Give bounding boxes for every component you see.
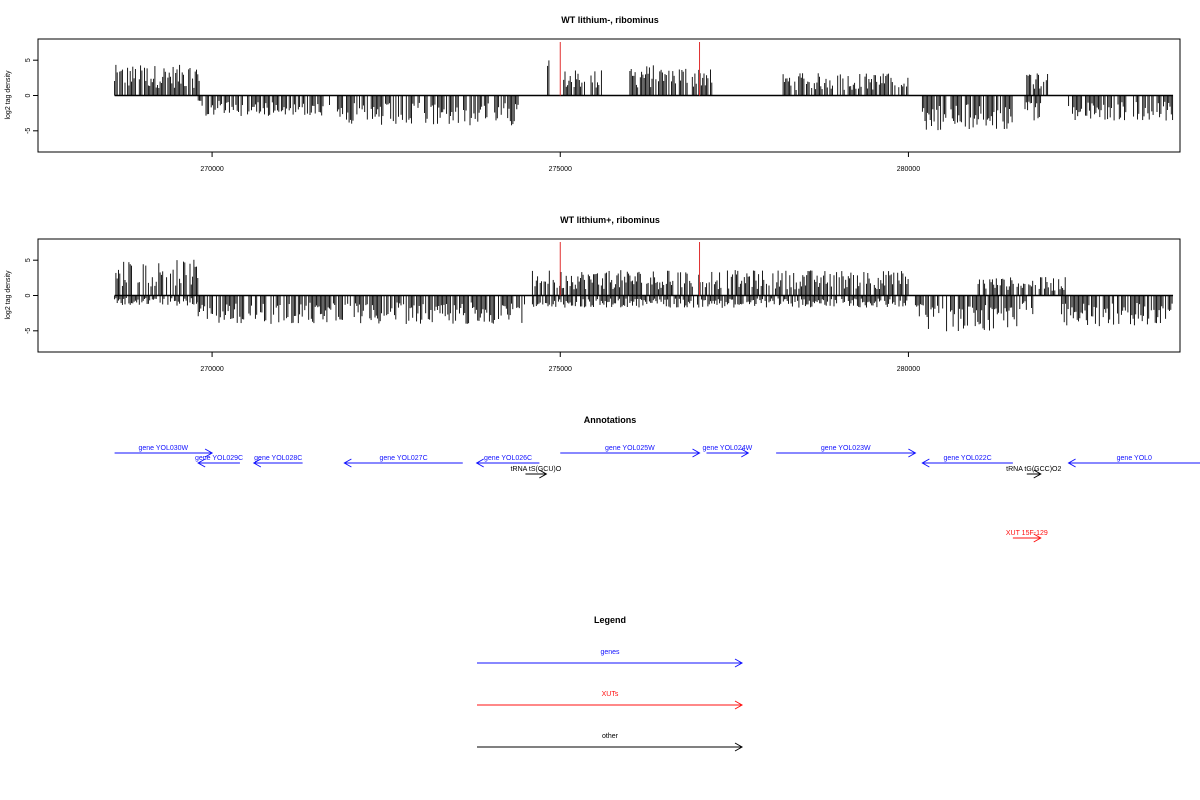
x-tick-label: 280000 xyxy=(897,166,920,173)
feature-arrowhead xyxy=(908,448,917,458)
legend-label: other xyxy=(602,733,619,740)
feature-arrowhead xyxy=(197,458,206,468)
feature-10: tRNA tS(GCU)O xyxy=(511,466,562,479)
feature-6: gene YOL024W xyxy=(703,445,753,458)
bar-series xyxy=(114,60,1174,131)
panel-title: WT lithium+, ribominus xyxy=(560,215,660,225)
feature-label: gene YOL022C xyxy=(944,455,992,462)
feature-label: gene YOL026C xyxy=(484,455,532,462)
feature-arrowhead xyxy=(1033,469,1042,479)
feature-label: gene YOL030W xyxy=(138,445,188,452)
y-tick-label: -5 xyxy=(25,328,32,334)
feature-label: gene YOL023W xyxy=(821,445,871,452)
feature-arrowhead xyxy=(921,458,930,468)
feature-list: gene YOL030W gene YOL029C gene YOL028C gene… xyxy=(114,445,1200,543)
feature-5: gene YOL025W xyxy=(560,445,701,458)
reference-lines xyxy=(559,242,701,296)
legend-arrowhead xyxy=(734,700,744,710)
legend-arrowhead xyxy=(734,658,744,668)
feature-11: tRNA tG(GCC)O2 xyxy=(1006,466,1061,479)
x-tick-label: 280000 xyxy=(897,366,920,373)
feature-arrowhead xyxy=(692,448,701,458)
panel-title: WT lithium-, ribominus xyxy=(561,15,659,25)
feature-label: XUT 15F-129 xyxy=(1006,530,1048,537)
y-axis: -5 0 5 xyxy=(25,58,38,134)
feature-2: gene YOL028C xyxy=(252,455,303,468)
x-tick-label: 270000 xyxy=(200,166,223,173)
tag-density-panel-lithium-minus: WT lithium-, ribominus log2 tag density … xyxy=(5,15,1181,173)
feature-arrowhead xyxy=(252,458,262,468)
x-tick-label: 275000 xyxy=(549,166,572,173)
feature-label: gene YOL0 xyxy=(1117,455,1152,462)
y-tick-label: 5 xyxy=(25,58,32,62)
feature-arrowhead xyxy=(475,458,484,468)
y-tick-label: 5 xyxy=(25,258,32,262)
legend-item-genes: genes xyxy=(477,649,744,668)
feature-label: gene YOL028C xyxy=(254,455,302,462)
y-tick-label: 0 xyxy=(25,93,32,97)
feature-8: gene YOL022C xyxy=(921,455,1013,468)
x-tick-label: 270000 xyxy=(200,366,223,373)
y-axis-label: log2 tag density xyxy=(5,70,12,120)
x-axis: 270000 275000 280000 xyxy=(200,152,920,173)
x-tick-label: 275000 xyxy=(549,366,572,373)
legend-item-other: other xyxy=(477,733,744,752)
feature-4: gene YOL026C xyxy=(475,455,540,468)
feature-1: gene YOL029C xyxy=(195,455,243,468)
legend-arrowhead xyxy=(734,742,744,752)
feature-label: tRNA tG(GCC)O2 xyxy=(1006,466,1061,473)
legend-label: genes xyxy=(600,649,620,656)
feature-3: gene YOL027C xyxy=(343,455,463,468)
feature-arrowhead xyxy=(1033,533,1042,543)
feature-label: gene YOL025W xyxy=(605,445,655,452)
feature-label: tRNA tS(GCU)O xyxy=(511,466,562,473)
y-axis-label: log2 tag density xyxy=(5,270,12,320)
legend-items: genes XUTs other xyxy=(477,649,744,752)
feature-arrowhead xyxy=(204,448,214,458)
legend: Legend genes XUTs other xyxy=(477,615,744,752)
feature-9: gene YOL0 xyxy=(1067,455,1200,468)
feature-arrowhead xyxy=(539,469,548,479)
tag-density-panel-lithium-plus: WT lithium+, ribominus log2 tag density … xyxy=(5,215,1181,373)
annotations-title: Annotations xyxy=(584,415,637,425)
y-tick-label: -5 xyxy=(25,128,32,134)
legend-title: Legend xyxy=(594,615,626,625)
feature-label: gene YOL027C xyxy=(380,455,428,462)
feature-label: gene YOL029C xyxy=(195,455,243,462)
legend-label: XUTs xyxy=(602,691,619,698)
feature-12: XUT 15F-129 xyxy=(1006,530,1048,543)
feature-arrowhead xyxy=(343,458,352,468)
x-axis: 270000 275000 280000 xyxy=(200,352,920,373)
feature-7: gene YOL023W xyxy=(776,445,917,458)
feature-arrowhead xyxy=(741,448,750,458)
y-tick-label: 0 xyxy=(25,293,32,297)
feature-arrowhead xyxy=(1067,458,1076,468)
legend-item-XUTs: XUTs xyxy=(477,691,744,710)
feature-label: gene YOL024W xyxy=(703,445,753,452)
y-axis: -5 0 5 xyxy=(25,258,38,334)
reference-lines xyxy=(559,42,701,96)
feature-0: gene YOL030W xyxy=(114,445,214,458)
bar-series xyxy=(114,259,1173,332)
